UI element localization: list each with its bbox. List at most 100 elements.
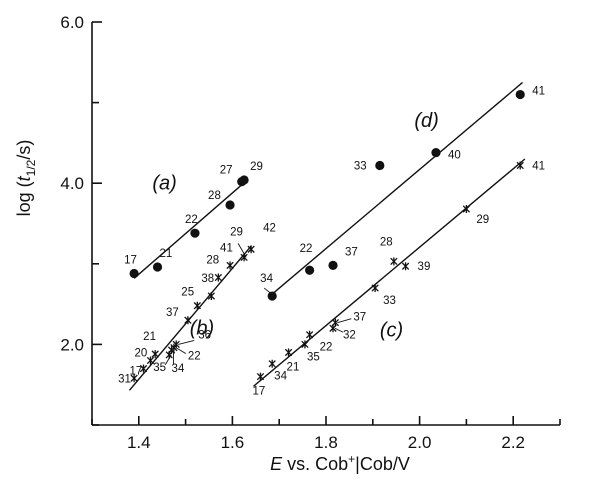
data-point-a xyxy=(225,200,235,210)
series-name-a: (a) xyxy=(152,173,176,195)
data-point-b xyxy=(172,340,180,349)
point-label: 28 xyxy=(208,190,221,202)
y-axis-label: log (t1/2/s) xyxy=(14,140,38,217)
data-point-d xyxy=(515,89,525,100)
point-label: 42 xyxy=(263,222,276,234)
series-name-d: (d) xyxy=(414,110,438,132)
label-leader xyxy=(237,243,247,258)
point-label: 35 xyxy=(307,351,320,363)
point-label: 41 xyxy=(532,86,545,98)
data-point-b xyxy=(139,364,148,373)
point-label: 36 xyxy=(198,329,211,341)
label-leader xyxy=(337,318,352,324)
data-point-a xyxy=(152,262,163,272)
point-label: 21 xyxy=(160,248,173,260)
point-label: 34 xyxy=(172,363,185,375)
point-label: 35 xyxy=(153,362,166,374)
data-point-c xyxy=(516,161,524,170)
data-point-d xyxy=(328,260,338,271)
point-label: 29 xyxy=(250,161,263,173)
point-label: 27 xyxy=(220,165,233,177)
data-point-d xyxy=(375,160,385,171)
series-name-b: (b) xyxy=(190,318,214,340)
point-label: 40 xyxy=(448,150,461,162)
label-leader xyxy=(164,354,172,366)
data-point-b xyxy=(226,261,234,270)
data-point-c xyxy=(268,359,276,368)
data-point-b xyxy=(247,245,255,254)
point-label: 33 xyxy=(383,295,396,307)
fit-line-a xyxy=(133,184,243,279)
point-label: 37 xyxy=(353,312,366,324)
data-points xyxy=(129,89,525,383)
point-label: 37 xyxy=(345,246,358,258)
data-point-c xyxy=(331,318,340,327)
point-label: 21 xyxy=(143,331,156,343)
point-label: 29 xyxy=(230,226,243,238)
data-point-d xyxy=(431,147,441,158)
x-tick-label: 1.6 xyxy=(221,433,245,452)
point-label: 34 xyxy=(274,371,287,383)
fit-line-c xyxy=(253,158,526,387)
data-point-a xyxy=(190,228,200,238)
label-leader xyxy=(178,339,195,345)
data-point-d xyxy=(305,265,315,275)
data-point-c xyxy=(301,340,309,349)
data-point-c xyxy=(371,283,379,292)
point-label: 28 xyxy=(206,255,219,267)
data-point-b xyxy=(151,350,159,359)
point-label: 28 xyxy=(380,236,393,248)
point-label: 22 xyxy=(185,214,198,226)
point-label: 21 xyxy=(287,361,300,373)
x-tick-label: 2.0 xyxy=(408,433,432,452)
data-point-c xyxy=(305,330,314,339)
point-label: 37 xyxy=(166,307,179,319)
point-label: 22 xyxy=(188,351,201,363)
point-label: 34 xyxy=(260,273,273,285)
point-label: 17 xyxy=(124,254,137,266)
label-leader xyxy=(263,287,275,297)
point-label: 22 xyxy=(320,342,333,354)
point-label: 29 xyxy=(476,214,489,226)
x-tick-label: 1.4 xyxy=(127,433,151,452)
point-label: 41 xyxy=(220,242,233,254)
point-label: 17 xyxy=(252,386,265,398)
axes: 1.4 1.6 1.8 2.0 2.2 2.0 4.0 6.0 xyxy=(60,13,561,452)
data-point-a xyxy=(239,175,249,185)
series-names: (a) (b) (c) (d) xyxy=(152,110,439,342)
y-tick-label: 6.0 xyxy=(60,13,84,32)
point-label: 20 xyxy=(135,348,148,360)
point-label: 39 xyxy=(418,261,431,273)
data-point-b xyxy=(130,374,138,383)
data-point-c xyxy=(462,204,471,213)
data-point-b xyxy=(184,316,192,325)
point-label: 41 xyxy=(532,160,545,172)
data-point-b xyxy=(146,356,155,365)
data-point-c xyxy=(284,348,293,357)
data-point-c xyxy=(401,262,410,271)
fit-line-d xyxy=(269,81,524,297)
data-point-d xyxy=(267,291,277,301)
label-leader xyxy=(175,347,187,355)
y-tick-label: 2.0 xyxy=(60,335,84,354)
label-leader xyxy=(334,327,344,333)
point-label: 38 xyxy=(201,273,214,285)
data-point-c xyxy=(390,257,398,266)
point-label: 32 xyxy=(343,329,356,341)
data-point-c xyxy=(256,372,265,381)
point-label: 17 xyxy=(129,366,142,378)
y-tick-label: 4.0 xyxy=(60,174,84,193)
data-point-b xyxy=(207,292,215,301)
series-name-c: (c) xyxy=(380,319,403,341)
point-label: 33 xyxy=(354,160,367,172)
x-tick-label: 1.8 xyxy=(314,433,338,452)
x-axis-label: E vs. Cob+|Cob/V xyxy=(270,452,410,474)
data-point-b xyxy=(193,301,201,310)
point-label: 31 xyxy=(118,373,131,385)
data-point-a xyxy=(129,268,139,279)
point-label: 22 xyxy=(300,243,313,255)
point-label: 25 xyxy=(181,287,194,299)
data-point-b xyxy=(214,273,223,282)
